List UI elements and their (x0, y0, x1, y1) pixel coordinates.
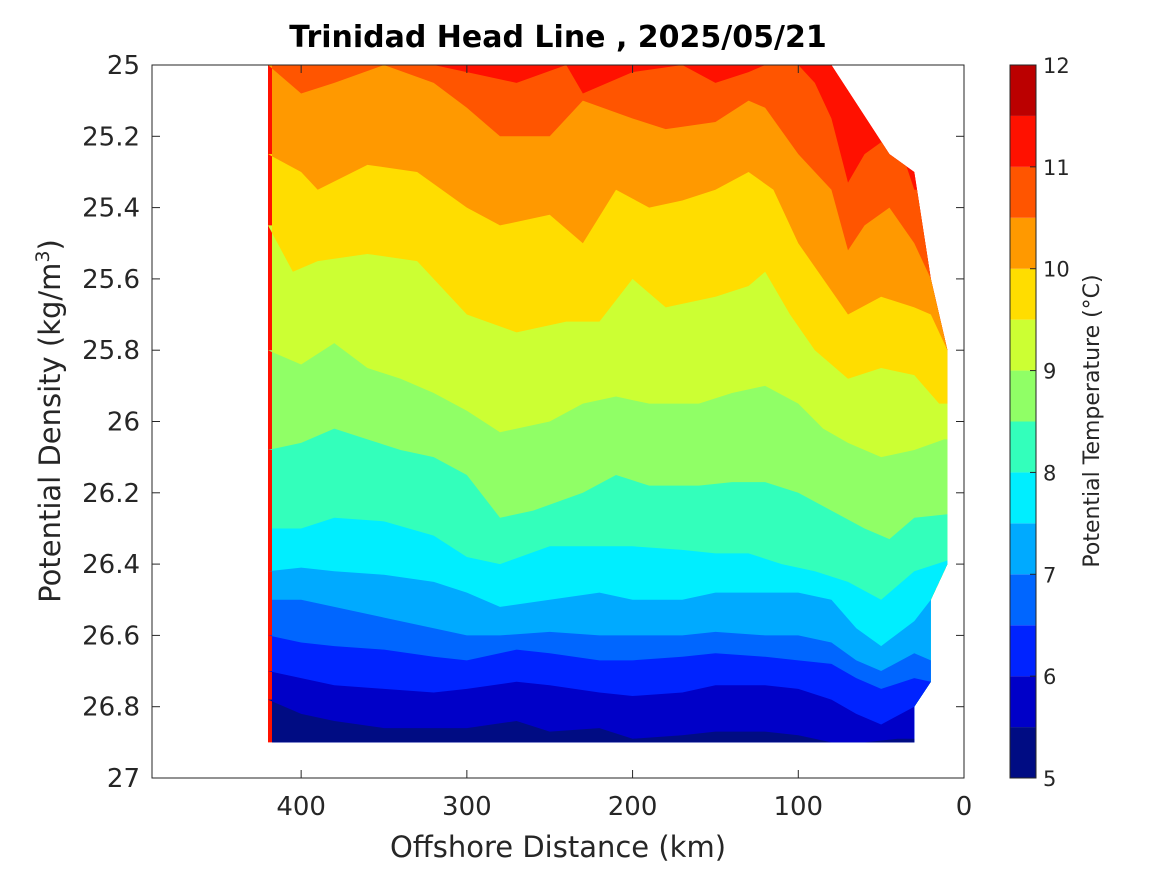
y-tick-label: 25 (107, 51, 140, 81)
colorbar: 5 6 7 8 9 10 11 12 Potential Temperature (°C) (1009, 54, 1105, 791)
x-tick-label: 100 (773, 792, 823, 822)
y-tick-label: 25.8 (82, 336, 140, 366)
colorbar-swatch (1010, 472, 1036, 524)
colorbar-swatch (1010, 625, 1036, 677)
plot-area: 400 300 200 100 0 25 25.2 25.4 25.6 25.8 26 26.2 26… (82, 51, 972, 822)
y-tick-label: 26.2 (82, 479, 140, 509)
colorbar-swatch (1010, 115, 1036, 167)
chart-title: Trinidad Head Line , 2025/05/21 (289, 20, 826, 55)
y-tick-label: 26 (107, 408, 140, 438)
x-axis-label: Offshore Distance (km) (390, 830, 726, 864)
colorbar-swatch (1010, 370, 1036, 422)
colorbar-swatch (1010, 268, 1036, 320)
y-axis-label-superscript: 3 (32, 250, 54, 262)
x-tick-label: 0 (956, 792, 973, 822)
colorbar-tick-label: 11 (1043, 156, 1070, 180)
colorbar-swatch (1010, 65, 1036, 116)
y-tick-label: 27 (107, 764, 140, 794)
colorbar-swatch (1010, 319, 1036, 371)
colorbar-label: Potential Temperature (°C) (1080, 274, 1105, 567)
x-axis: 400 300 200 100 0 (276, 65, 972, 822)
y-axis-label: Potential Density (kg/m3) (32, 239, 67, 603)
colorbar-tick-label: 10 (1043, 258, 1070, 282)
colorbar-swatch (1010, 574, 1036, 626)
y-tick-label: 25.2 (82, 122, 140, 152)
x-tick-label: 400 (276, 792, 326, 822)
contour-bands (268, 65, 948, 743)
colorbar-swatch (1010, 217, 1036, 269)
y-tick-label: 26.6 (82, 621, 140, 651)
y-axis-label-text: Potential Density (kg/m (33, 263, 67, 603)
colorbar-swatches (1010, 65, 1036, 778)
y-axis: 25 25.2 25.4 25.6 25.8 26 26.2 26.4 26.6 26.8 27 (82, 51, 964, 794)
colorbar-swatch (1010, 727, 1036, 778)
colorbar-tick-label: 8 (1043, 461, 1056, 485)
y-axis-label-suffix: ) (33, 239, 67, 250)
contour-band-6 (268, 671, 948, 743)
colorbar-ticks: 5 6 7 8 9 10 11 12 (1030, 54, 1070, 791)
colorbar-tick-label: 12 (1043, 54, 1070, 78)
colorbar-tick-label: 9 (1043, 360, 1056, 384)
y-tick-label: 26.4 (82, 550, 140, 580)
x-tick-label: 200 (608, 792, 658, 822)
colorbar-tick-label: 6 (1043, 665, 1056, 689)
y-tick-label: 25.4 (82, 194, 140, 224)
y-tick-label: 26.8 (82, 693, 140, 723)
colorbar-swatch (1010, 523, 1036, 575)
x-tick-label: 300 (442, 792, 492, 822)
colorbar-frame (1009, 64, 1037, 779)
colorbar-swatch (1010, 421, 1036, 473)
y-tick-label: 25.6 (82, 265, 140, 295)
colorbar-tick-label: 5 (1043, 767, 1056, 791)
colorbar-tick-label: 7 (1043, 563, 1056, 587)
colorbar-swatch (1010, 676, 1036, 728)
colorbar-swatch (1010, 166, 1036, 218)
